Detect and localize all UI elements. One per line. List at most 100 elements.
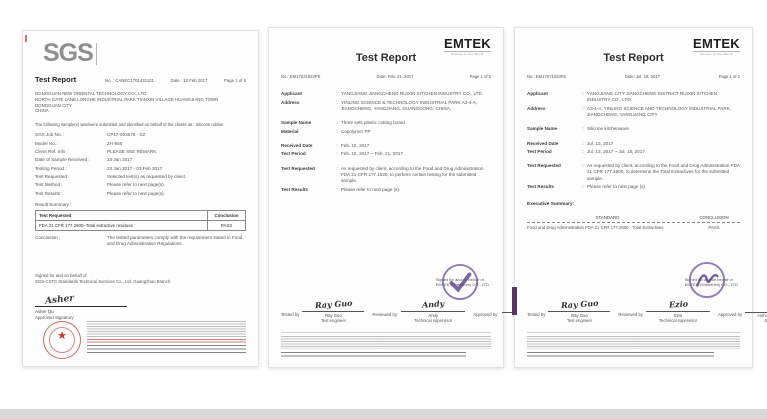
conclusion-label: Conclusion : [35, 235, 61, 241]
field-row: Address: A3-4-A, YINLING SCIENCE AND TECH… [527, 105, 731, 118]
reviewed-by-group: Reviewed by Ezio Ezio Technical supervis… [618, 298, 711, 324]
report-date: Date : 12 Feb 2017 [170, 77, 208, 83]
terms-fine-print [87, 321, 246, 353]
red-company-stamp-icon: ★ [43, 321, 81, 360]
field-row: Testing Period :23 Jan 2017 - 03 Feb 201… [35, 165, 163, 171]
field-list: SGS Job No. : CP17-003578 - SZ Model No. … [35, 130, 246, 197]
exec-divider [527, 222, 740, 224]
purple-approval-stamp-icon [688, 261, 726, 299]
field-row: Test Results : Please refer to next page(… [35, 190, 165, 196]
emtek-test-report-document-2: EMTEK Access to the World Test Report No… [512, 27, 767, 368]
sgs-logo-divider [95, 42, 97, 65]
signature-section: Signed for and on behalf of EMTEK (Shenz… [527, 261, 767, 324]
field-row: Test Results: Please refer to next page (… [527, 184, 647, 190]
signature-rule [35, 306, 127, 308]
sgs-test-report-document: SGS Test Report No. : CANEC1701431101 Da… [22, 30, 259, 367]
document-footer [527, 332, 740, 359]
signed-for-line: Signed for and on behalf of [35, 273, 87, 279]
table-cell-standard: FDA 21 CFR 177.2600–Total extractive res… [35, 220, 208, 232]
report-title: Test Report [603, 52, 664, 65]
table-cell-result: PASS [207, 220, 246, 232]
emtek-test-report-document-1: EMTEK Access to the World Test Report No… [268, 27, 564, 368]
field-row: Sample Name: Silicone kitchenware [527, 126, 629, 132]
field-row: Test Requested : Selected test(s) as requ… [35, 174, 187, 180]
document-footer [281, 332, 491, 359]
approver-title: Approved Signatory [35, 315, 74, 321]
field-row: Applicant: YANGJIANG JIANGCHENG RUIXIN KI… [281, 91, 484, 97]
table-header-test-requested: Test Requested [35, 210, 208, 222]
report-number: No.: EM17071033FE [527, 74, 567, 80]
field-row: Sample Name: Three sets plastic cutting b… [281, 120, 405, 126]
tested-signature: Ray Guo [560, 297, 599, 311]
exec-conclusion-value: PASS [708, 225, 720, 231]
report-number: No. : CANEC1701431101 [105, 77, 154, 83]
sgs-logo: SGS [43, 39, 246, 67]
sample-intro-line: The following sample(s) was/were submitt… [35, 122, 224, 128]
emtek-tagline: Access to the World [693, 51, 740, 56]
registration-mark [25, 35, 27, 42]
document-footer: ★ [35, 321, 246, 360]
exec-standard-value: Food and Drug Administration FDA 21 CFR … [527, 225, 664, 231]
field-row: Material: Copolymer PP [281, 128, 371, 134]
tested-by-group: Tested by Ray Guo Ray Guo Test engineer [527, 297, 611, 324]
client-country: CHINA [35, 108, 49, 114]
emtek-logo-text: EMTEK [444, 36, 491, 51]
footer-contact-lines [87, 344, 246, 353]
table-header-conclusion: Conclusion [207, 210, 246, 222]
report-page: Page 1 of 2 [469, 74, 491, 80]
purple-edge-mark [512, 287, 517, 315]
emtek-logo: EMTEK Access to the World [693, 37, 740, 56]
field-row: Test Requested: As requested by client, a… [527, 163, 740, 181]
purple-approval-stamp-icon [441, 263, 479, 301]
report-date: Date: Jul. 18, 2017 [624, 74, 660, 80]
approved-by-group: Approved by . Authorized signatory Jul. … [718, 300, 767, 324]
field-row: Client Ref. Info : PLEASE SEE REMARK [35, 148, 157, 154]
exec-header-standard: STANDARD [595, 214, 620, 220]
fine-print-lines [281, 336, 491, 349]
reviewed-signature: Andy [421, 298, 445, 310]
conclusion-text: The tested parameters comply with the re… [107, 235, 243, 247]
report-page: Page 1 of 6 [224, 77, 246, 83]
result-summary-label: Result Summary : [35, 202, 72, 208]
field-row: Test Period: Feb. 15, 2017 ~ Feb. 21, 201… [281, 151, 403, 157]
sgs-logo-text: SGS [43, 39, 94, 67]
emtek-tagline: Access to the World [444, 51, 491, 56]
footer-contact-lines [281, 352, 466, 359]
field-row: Applicant: YANGJIANG CITY JIANGCHENG DIST… [527, 91, 717, 103]
field-list: Applicant: YANGJIANG CITY JIANGCHENG DIST… [527, 89, 740, 191]
exec-header-conclusion: CONCLUSION [699, 214, 729, 220]
field-row: Model No. : ZH-950 [35, 140, 123, 146]
field-list: Applicant: YANGJIANG JIANGCHENG RUIXIN KI… [281, 89, 491, 193]
report-page: Page 1 of 2 [718, 74, 740, 80]
reviewed-by-group: Reviewed by: Andy Andy Technical supervi… [372, 298, 466, 324]
field-row: Address: YINLING SCIENCE & TECHNOLOGY IND… [281, 99, 478, 111]
field-row: SGS Job No. : CP17-003578 - SZ [35, 132, 146, 138]
signed-on-behalf-note: Signed for and on behalf of EMTEK (Shenz… [684, 276, 738, 288]
page-bottom-strip [0, 409, 767, 419]
tested-by-group: Tested by Ray Guo Ray Guo Test engineer [281, 297, 365, 324]
reviewed-signature: Ezio [668, 298, 688, 310]
field-row: Received Date: Jul. 13, 2017 [527, 140, 614, 146]
fine-print-lines [87, 321, 246, 338]
emtek-logo: EMTEK Access to the World [444, 37, 491, 56]
emtek-logo-text: EMTEK [693, 36, 740, 51]
signature-section: Signed for and on behalf of EMTEK (Shenz… [281, 263, 564, 324]
result-summary-table: Test Requested Conclusion FDA 21 CFR 177… [35, 210, 246, 232]
table-row: FDA 21 CFR 177.2600–Total extractive res… [35, 220, 246, 232]
report-title: Test Report [355, 52, 417, 65]
exec-row: Food and Drug Administration FDA 21 CFR … [527, 225, 740, 231]
field-row: Received Date: Feb. 15, 2017 [281, 142, 370, 148]
footer-contact-lines [527, 352, 715, 359]
field-row: Test Method : Please refer to next page(s… [35, 182, 165, 188]
field-row: Test Period: Jul. 13, 2017 ~ Jul. 18, 201… [527, 149, 645, 155]
report-title: Test Report [35, 74, 77, 84]
client-name: DONGGUAN NEW ORIENTAL TECHNOLOGY CO., LT… [35, 90, 148, 96]
approver-name: Asher Qu [35, 309, 54, 315]
tested-signature: Ray Guo [314, 297, 353, 311]
report-number: No.: EM17021822PE [281, 74, 321, 80]
executive-summary-label: Executive Summary: [527, 202, 575, 208]
executive-summary-table: STANDARD CONCLUSION Food and Drug Admini… [527, 215, 740, 231]
client-address: NORTH GATE LANE LONGHE INDUSTRIAL PARK T… [35, 96, 219, 108]
approver-signature: Asher [44, 293, 75, 307]
